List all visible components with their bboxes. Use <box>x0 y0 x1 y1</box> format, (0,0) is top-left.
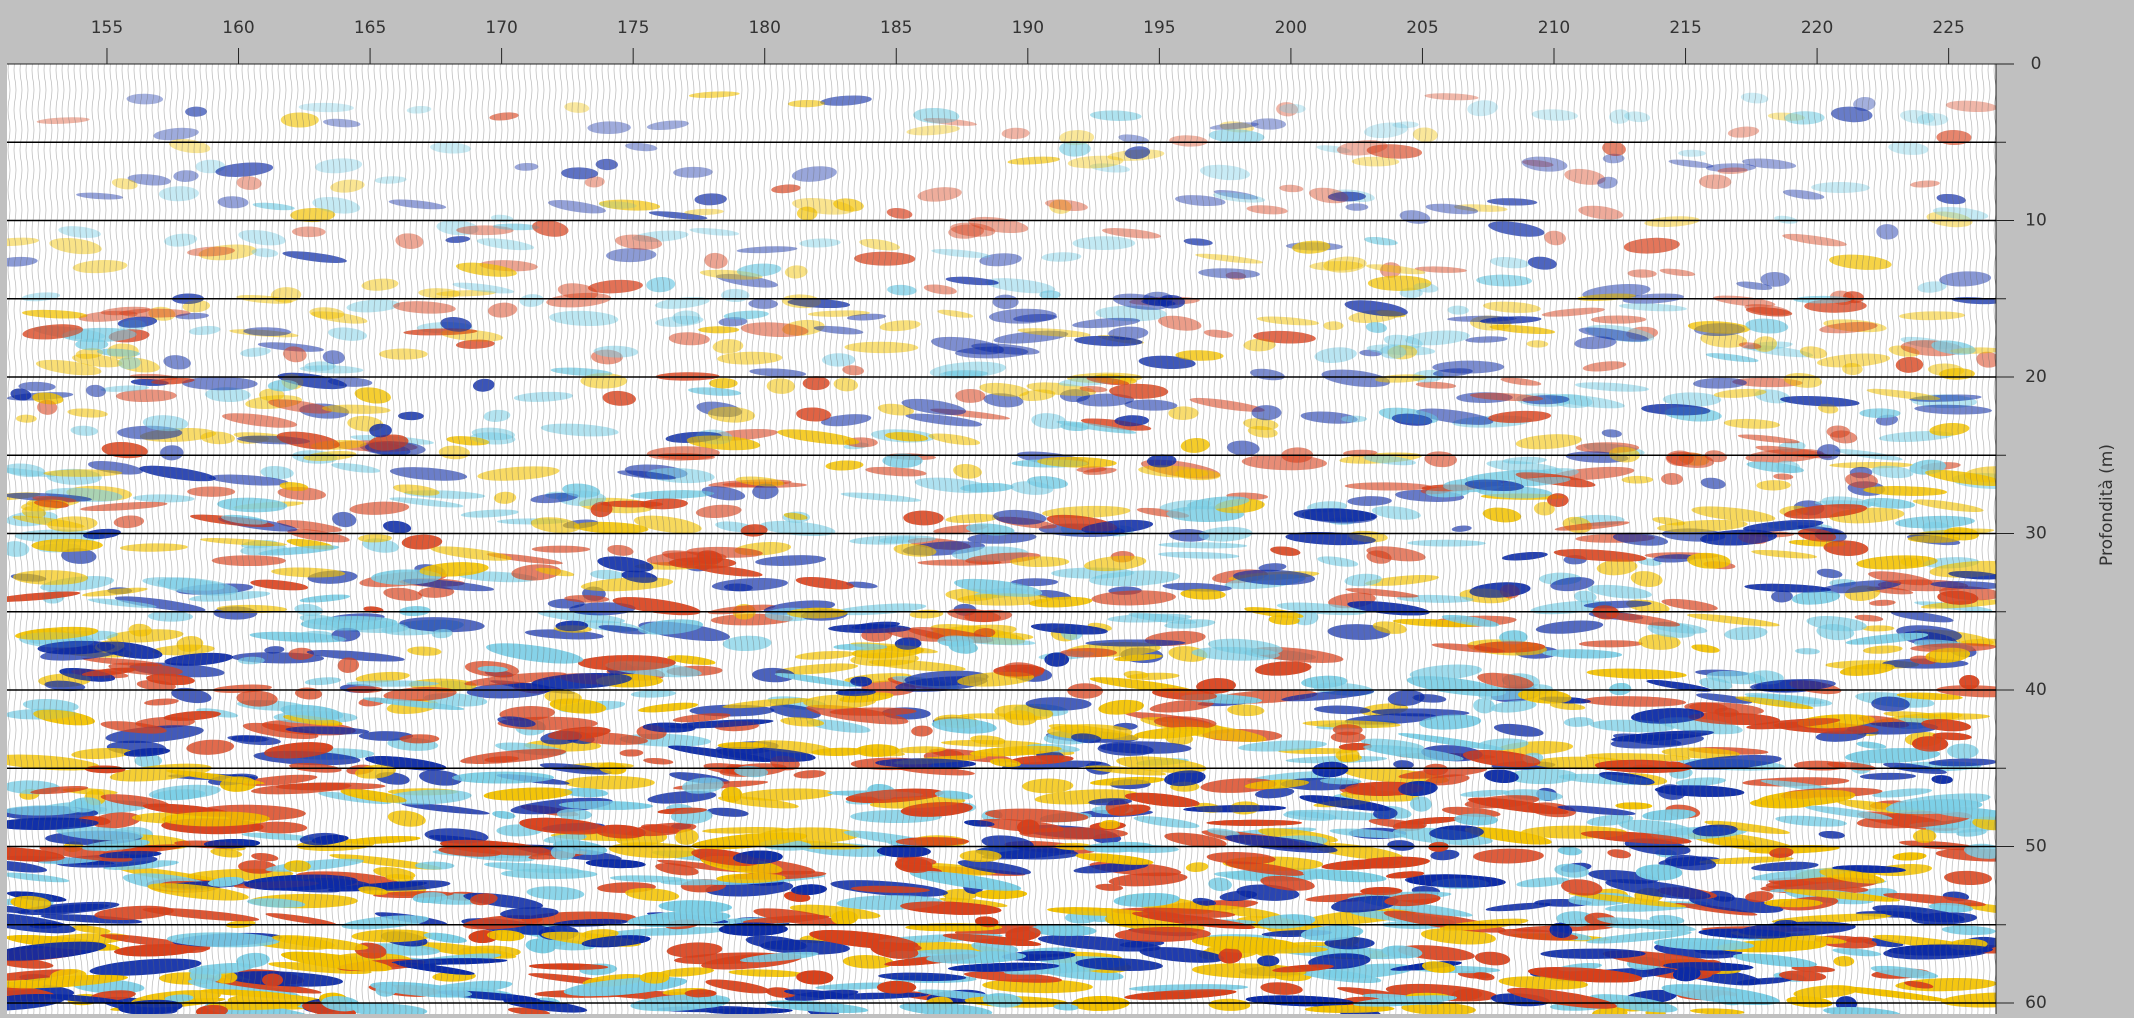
trace-lines <box>7 64 1996 1014</box>
x-tick-label: 215 <box>1669 18 1701 38</box>
x-tick-label: 190 <box>1012 18 1044 38</box>
x-tick-label: 205 <box>1406 18 1438 38</box>
y-tick-label: 30 <box>2025 524 2047 544</box>
y-tick-label: 20 <box>2025 367 2047 387</box>
y-tick-label: 0 <box>2031 54 2042 74</box>
x-tick-label: 185 <box>880 18 912 38</box>
x-tick-label: 200 <box>1275 18 1307 38</box>
x-tick-label: 175 <box>617 18 649 38</box>
x-tick-label: 180 <box>748 18 780 38</box>
x-tick-label: 220 <box>1801 18 1833 38</box>
y-tick-label: 60 <box>2025 993 2047 1013</box>
x-tick-label: 210 <box>1538 18 1570 38</box>
x-tick-label: 195 <box>1143 18 1175 38</box>
y-tick-label: 40 <box>2025 680 2047 700</box>
x-tick-label: 155 <box>91 18 123 38</box>
y-tick-label: 50 <box>2025 837 2047 857</box>
y-tick-label: 10 <box>2025 211 2047 231</box>
x-tick-label: 160 <box>222 18 254 38</box>
x-tick-label: 225 <box>1932 18 1964 38</box>
x-tick-label: 170 <box>485 18 517 38</box>
x-tick-label: 165 <box>354 18 386 38</box>
y-axis-label: Profondità (m) <box>2097 444 2117 566</box>
